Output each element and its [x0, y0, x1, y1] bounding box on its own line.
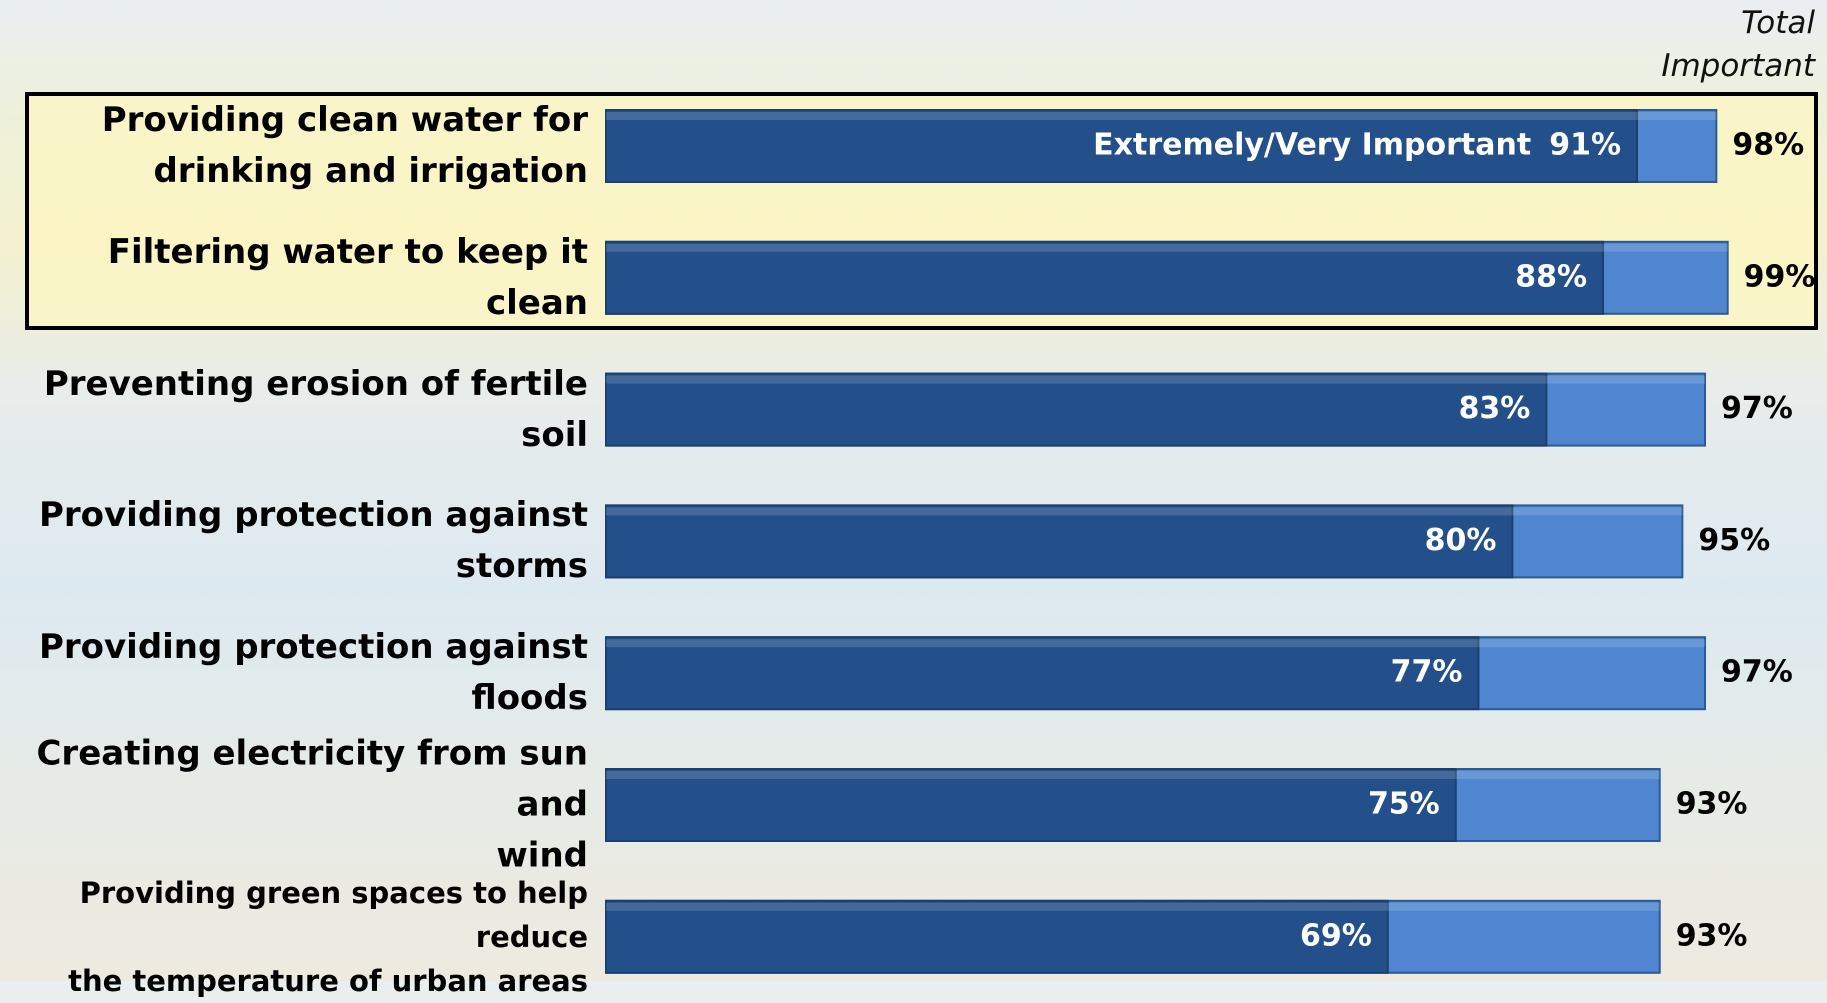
bar-shine [606, 639, 1706, 648]
bar-shine [606, 507, 1683, 516]
category-label: Providing protection against floods [38, 627, 588, 719]
core-bar [605, 768, 1457, 842]
core-value-label: 91% [1549, 128, 1621, 163]
series-label: Extremely/Very Important [1093, 128, 1531, 163]
total-header: Total Important [1661, 5, 1815, 84]
core-bar [605, 636, 1480, 711]
category-label: Providing clean water for drinking and i… [101, 100, 588, 191]
category-label: Preventing erosion of fertile soil [43, 363, 588, 455]
core-value-label: 69% [1300, 918, 1372, 953]
bar-shine [606, 243, 1728, 252]
total-value-label: 99% [1744, 259, 1816, 294]
bar-shine [606, 112, 1717, 120]
bar-shine [606, 902, 1660, 911]
core-value-label: 88% [1515, 259, 1587, 294]
total-value-label: 93% [1676, 787, 1748, 822]
category-label: Providing green spaces to help reduce th… [68, 875, 588, 998]
core-value-label: 80% [1425, 523, 1497, 558]
core-bar [605, 899, 1389, 974]
total-value-label: 97% [1721, 391, 1793, 426]
bar-shine [606, 771, 1660, 779]
total-value-label: 98% [1732, 128, 1804, 163]
total-value-label: 93% [1676, 918, 1748, 953]
category-label: Providing protection against storms [38, 495, 588, 587]
chart: 91% Extremely/Very Important 98% 88% 99% 83% 9… [25, 92, 1818, 974]
core-bar [605, 240, 1605, 315]
total-value-label: 95% [1698, 523, 1770, 558]
core-value-label: 77% [1391, 655, 1463, 690]
bar-shine [606, 375, 1706, 384]
core-bar [605, 504, 1514, 579]
core-value-label: 75% [1368, 787, 1440, 822]
core-bar [605, 372, 1548, 447]
core-value-label: 83% [1459, 391, 1531, 426]
category-label: Filtering water to keep it clean [107, 231, 588, 323]
core-bar [605, 109, 1639, 183]
total-value-label: 97% [1721, 655, 1793, 690]
category-label: Creating electricity from sun and wind [36, 733, 588, 876]
